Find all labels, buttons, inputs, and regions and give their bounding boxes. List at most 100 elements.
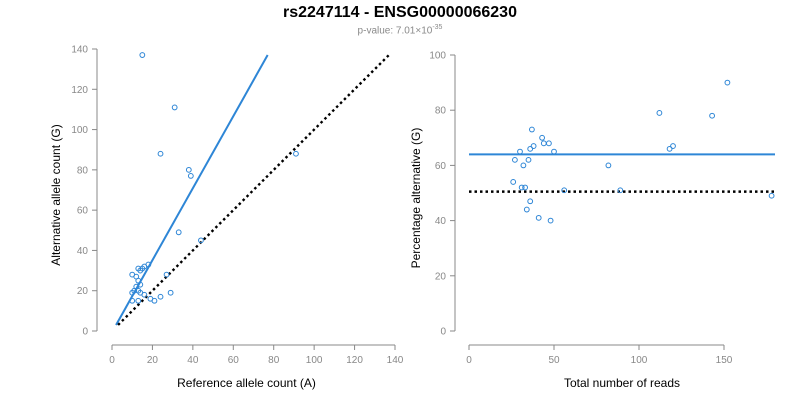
x-tick: 20 (147, 345, 159, 366)
data-point (185, 166, 192, 173)
x-tick: 60 (228, 345, 240, 366)
y-tick-label: 40 (77, 246, 89, 257)
data-point (520, 162, 527, 169)
y-tick-label: 80 (435, 106, 447, 117)
data-point (151, 297, 158, 304)
data-point (539, 134, 545, 141)
data-point (163, 271, 170, 278)
x-tick: 40 (187, 345, 199, 366)
data-point (724, 79, 731, 86)
data-point (171, 104, 178, 111)
data-point (157, 293, 164, 300)
y-tick: 40 (435, 216, 455, 227)
y-tick: 80 (77, 165, 97, 176)
data-point (527, 145, 534, 152)
y-tick: 40 (77, 246, 97, 257)
x-tick-label: 50 (548, 355, 560, 366)
data-point (527, 198, 534, 205)
data-point (535, 214, 542, 221)
x-tick: 50 (548, 345, 560, 366)
y-axis-label: Percentage alternative (G) (409, 128, 423, 269)
x-tick-label: 80 (268, 355, 280, 366)
data-point (523, 206, 530, 213)
y-tick: 60 (435, 161, 455, 172)
x-tick: 100 (631, 345, 648, 366)
x-tick-label: 0 (109, 355, 115, 366)
x-tick: 80 (268, 345, 280, 366)
y-tick-label: 100 (71, 125, 88, 136)
x-tick-label: 140 (387, 355, 404, 366)
data-point (656, 110, 663, 116)
x-axis-label: Reference allele count (A) (177, 376, 316, 390)
x-tick-label: 0 (466, 355, 472, 366)
pvalue-text: p-value: 7.01×10 (357, 25, 433, 37)
data-point (135, 297, 142, 304)
y-tick-label: 140 (71, 45, 88, 56)
data-point (551, 148, 557, 155)
y-tick-label: 60 (435, 161, 447, 172)
x-tick-label: 20 (147, 355, 159, 366)
x-tick-label: 120 (346, 355, 363, 366)
right-scatter-panel: 0 50 100 150 0 20 40 60 80 100 Total number of rea… (409, 51, 775, 390)
y-tick: 20 (77, 286, 97, 297)
y-tick-label: 60 (77, 206, 89, 217)
y-tick: 80 (435, 106, 455, 117)
x-tick: 120 (346, 345, 363, 366)
x-tick: 140 (387, 345, 404, 366)
data-point (522, 184, 528, 191)
regression-line (115, 54, 269, 326)
x-tick-label: 40 (187, 355, 199, 366)
y-tick-label: 0 (440, 327, 446, 338)
data-point (768, 192, 775, 199)
data-point (137, 267, 144, 274)
data-point (141, 291, 148, 298)
y-tick: 0 (440, 327, 455, 338)
x-tick-label: 60 (228, 355, 240, 366)
x-tick-label: 100 (306, 355, 323, 366)
data-point (512, 156, 518, 163)
x-tick: 0 (466, 345, 472, 366)
data-point (709, 112, 715, 119)
y-tick-label: 0 (82, 327, 88, 338)
data-point (129, 297, 136, 304)
data-point (617, 187, 624, 194)
pvalue-exponent: -35 (432, 24, 443, 31)
y-tick-label: 80 (77, 165, 89, 176)
y-axis-label: Alternative allele count (G) (49, 124, 63, 265)
data-point (293, 150, 299, 157)
data-point (157, 150, 164, 157)
data-point (546, 140, 552, 147)
data-point (517, 148, 523, 155)
y-tick-label: 40 (435, 216, 447, 227)
data-point (175, 229, 182, 236)
data-point (187, 173, 194, 179)
data-point (139, 52, 146, 58)
data-point (540, 140, 547, 147)
left-scatter-panel: 0 20 40 60 80 100 120 140 0 20 40 60 80 100 120 140 Refe… (49, 45, 404, 391)
x-tick: 150 (716, 345, 733, 366)
x-axis-label: Total number of reads (564, 376, 680, 390)
data-point (561, 187, 568, 194)
data-point (518, 184, 525, 191)
null-expectation-line (117, 54, 390, 326)
data-point (510, 179, 517, 185)
y-tick-label: 20 (77, 286, 89, 297)
data-point (530, 143, 537, 149)
data-point (525, 156, 532, 163)
y-tick: 100 (429, 51, 455, 62)
y-tick-label: 20 (435, 271, 447, 282)
data-point (670, 143, 676, 149)
data-point (605, 162, 612, 169)
x-tick-label: 150 (716, 355, 733, 366)
pvalue-subtitle: p-value: 7.01×10-35 (0, 24, 800, 36)
y-tick: 140 (71, 45, 97, 56)
y-tick: 20 (435, 271, 455, 282)
chart-title: rs2247114 - ENSG00000066230 (283, 4, 517, 21)
data-point (198, 237, 204, 244)
y-tick-label: 100 (429, 51, 446, 62)
y-tick: 60 (77, 206, 97, 217)
y-tick: 120 (71, 85, 97, 96)
y-tick: 0 (82, 327, 97, 338)
y-tick: 100 (71, 125, 97, 136)
